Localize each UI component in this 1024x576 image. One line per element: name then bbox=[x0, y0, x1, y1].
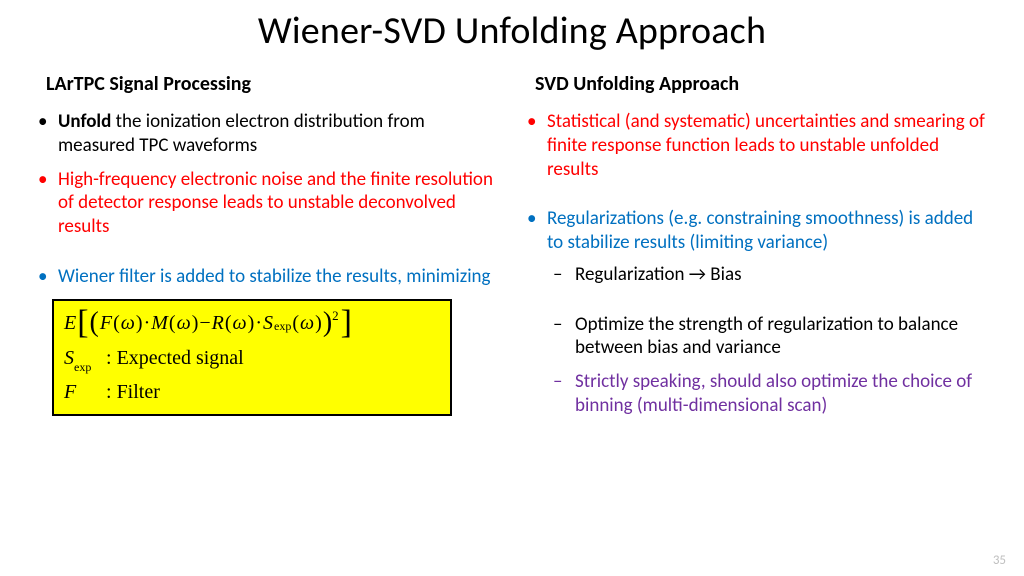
list-item: Regularization → Bias bbox=[547, 263, 992, 287]
slide: Wiener-SVD Unfolding Approach LArTPC Sig… bbox=[0, 0, 1024, 576]
filter-label: Filter bbox=[117, 381, 160, 403]
spacer bbox=[32, 249, 503, 265]
list-item: Strictly speaking, should also optimize … bbox=[547, 370, 992, 418]
left-column: LArTPC Signal Processing Unfold the ioni… bbox=[32, 72, 503, 428]
page-number: 35 bbox=[993, 553, 1006, 568]
spacer bbox=[521, 191, 992, 207]
right-header: SVD Unfolding Approach bbox=[521, 72, 992, 96]
left-list: Unfold the ionization electron distribut… bbox=[32, 110, 503, 289]
list-item: Statistical (and systematic) uncertainti… bbox=[521, 110, 992, 181]
list-item: High-frequency electronic noise and the … bbox=[32, 168, 503, 239]
right-list: Statistical (and systematic) uncertainti… bbox=[521, 110, 992, 418]
list-item: Wiener filter is added to stabilize the … bbox=[32, 265, 503, 289]
equation-def-sexp: Sexp: Expected signal bbox=[64, 345, 440, 373]
left-header: LArTPC Signal Processing bbox=[32, 72, 503, 96]
right-column: SVD Unfolding Approach Statistical (and … bbox=[521, 72, 992, 428]
columns: LArTPC Signal Processing Unfold the ioni… bbox=[32, 72, 992, 428]
sexp-label: Expected signal bbox=[117, 347, 244, 369]
list-item: Optimize the strength of regularization … bbox=[547, 313, 992, 361]
equation-expression: E [ ( F(ω) · M(ω) − R(ω) · Sexp(ω) ) 2 ] bbox=[64, 309, 440, 340]
equation-box: E [ ( F(ω) · M(ω) − R(ω) · Sexp(ω) ) 2 ]… bbox=[52, 299, 452, 417]
list-item: Unfold the ionization electron distribut… bbox=[32, 110, 503, 158]
equation-def-filter: F: Filter bbox=[64, 379, 440, 406]
slide-title: Wiener-SVD Unfolding Approach bbox=[32, 8, 992, 54]
spacer bbox=[547, 297, 992, 313]
list-item: Regularizations (e.g. constraining smoot… bbox=[521, 207, 992, 417]
sub-list: Regularization → Bias Optimize the streng… bbox=[547, 263, 992, 418]
